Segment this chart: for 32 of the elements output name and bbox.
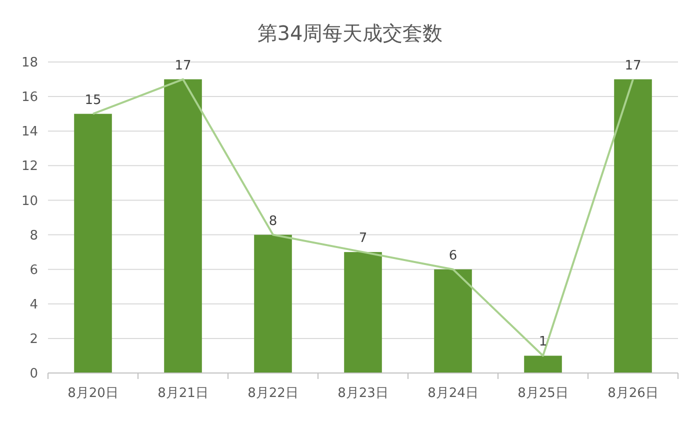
- y-tick-label: 8: [30, 228, 38, 244]
- x-tick-label: 8月22日: [248, 386, 298, 401]
- y-tick-label: 6: [30, 262, 38, 278]
- x-tick-label: 8月25日: [518, 386, 568, 401]
- y-tick-label: 10: [21, 194, 38, 209]
- chart-title: 第34周每天成交套数: [257, 21, 443, 45]
- bar: [524, 356, 562, 373]
- data-label: 17: [174, 58, 192, 74]
- y-tick-label: 16: [21, 90, 38, 106]
- bar: [614, 79, 652, 373]
- bar: [344, 252, 382, 373]
- bar: [74, 114, 112, 373]
- data-label: 17: [624, 58, 642, 74]
- data-label: 1: [538, 334, 548, 350]
- x-tick-label: 8月26日: [608, 386, 658, 401]
- y-tick-label: 12: [21, 159, 38, 174]
- bar: [254, 234, 292, 373]
- y-tick-label: 18: [21, 56, 38, 71]
- y-tick-label: 0: [30, 366, 38, 382]
- x-tick-label: 8月20日: [68, 386, 118, 401]
- data-label: 7: [358, 231, 368, 246]
- y-tick-label: 4: [30, 297, 38, 312]
- x-tick-label: 8月21日: [158, 386, 208, 401]
- data-label: 15: [84, 92, 102, 108]
- x-tick-label: 8月24日: [428, 386, 478, 401]
- y-tick-label: 14: [21, 124, 38, 140]
- data-label: 6: [448, 248, 458, 264]
- y-tick-label: 2: [30, 332, 38, 347]
- data-label: 8: [268, 214, 278, 229]
- bar: [164, 79, 202, 373]
- x-tick-label: 8月23日: [338, 386, 388, 401]
- bar: [434, 269, 472, 373]
